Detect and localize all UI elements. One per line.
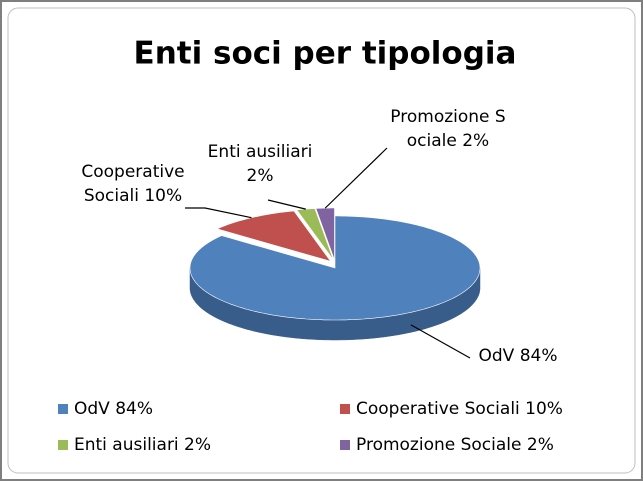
leader-line bbox=[324, 147, 388, 209]
legend-swatch bbox=[340, 404, 350, 414]
data-label-box: Enti ausiliari 2% bbox=[207, 142, 313, 186]
data-label: Promozione Sociale 2% bbox=[390, 107, 506, 151]
legend-swatch bbox=[58, 404, 68, 414]
chart-title: Enti soci per tipologia bbox=[134, 36, 517, 72]
legend-label: OdV 84% bbox=[74, 399, 153, 419]
data-label-box: Cooperative Sociali 10% bbox=[81, 162, 185, 206]
data-label-box: OdV 84% bbox=[478, 346, 558, 366]
slice bbox=[189, 215, 481, 321]
legend-label: Enti ausiliari 2% bbox=[74, 435, 211, 455]
data-label: Enti ausiliari 2% bbox=[207, 142, 313, 186]
data-label-box: Promozione Sociale 2% bbox=[390, 107, 506, 151]
slice bbox=[296, 208, 334, 261]
leader-line bbox=[185, 207, 252, 219]
legend-swatch bbox=[340, 440, 350, 450]
legend-swatch bbox=[58, 440, 68, 450]
legend-label: Promozione Sociale 2% bbox=[356, 435, 554, 455]
data-label: Cooperative Sociali 10% bbox=[81, 162, 185, 206]
leader-line bbox=[267, 199, 306, 210]
data-label: OdV 84% bbox=[478, 346, 558, 366]
leader-line bbox=[410, 324, 471, 359]
legend-label: Cooperative Sociali 10% bbox=[356, 399, 563, 419]
